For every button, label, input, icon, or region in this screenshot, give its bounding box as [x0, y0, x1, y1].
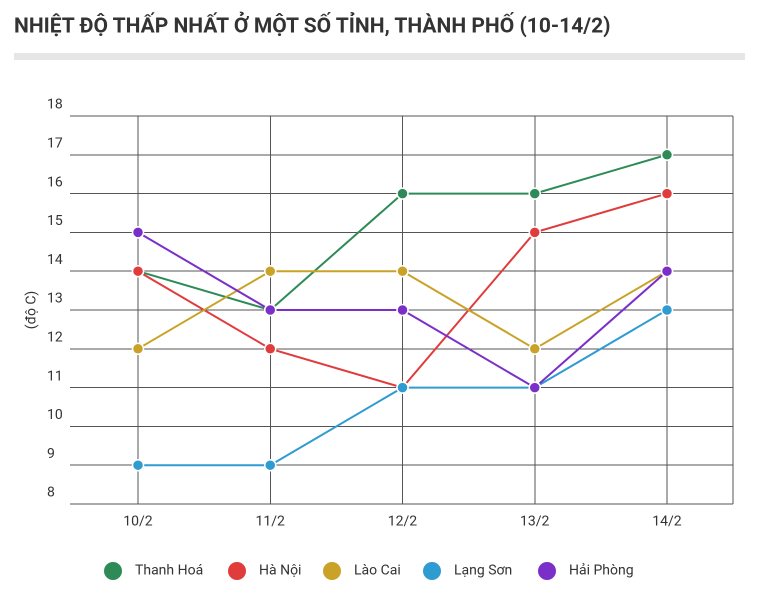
data-point	[528, 187, 541, 200]
y-axis-label: (độ C)	[24, 291, 40, 329]
legend-label: Lào Cai	[354, 563, 401, 579]
legend-marker	[538, 562, 556, 580]
data-point	[660, 264, 674, 278]
y-tick-label: 16	[47, 174, 63, 190]
data-point	[396, 303, 409, 317]
data-point	[131, 342, 145, 356]
data-point	[131, 226, 145, 239]
data-point	[528, 342, 541, 356]
legend-label: Hà Nội	[259, 563, 301, 579]
x-tick-label: 13/2	[520, 514, 550, 530]
data-point	[131, 458, 145, 472]
y-tick-label: 15	[47, 213, 63, 229]
legend-label: Thanh Hoá	[135, 563, 203, 579]
data-point	[396, 381, 409, 394]
y-tick-label: 9	[47, 446, 55, 462]
data-point	[660, 187, 674, 200]
title-underline	[14, 53, 745, 60]
y-tick-label: 14	[47, 252, 63, 268]
legend-marker	[228, 562, 246, 580]
y-tick-label: 18	[47, 97, 63, 113]
y-tick-label: 17	[47, 136, 63, 152]
legend-label: Lạng Sơn	[454, 563, 512, 579]
y-tick-label: 12	[47, 330, 63, 346]
data-point	[396, 187, 409, 200]
x-tick-label: 10/2	[123, 514, 153, 530]
y-tick-label: 13	[47, 291, 63, 307]
data-point	[264, 303, 277, 317]
data-point	[660, 148, 674, 162]
x-tick-label: 14/2	[652, 514, 682, 530]
chart-title: NHIỆT ĐỘ THẤP NHẤT Ở MỘT SỐ TỈNH, THÀNH …	[14, 12, 611, 39]
data-point	[131, 264, 145, 278]
legend-marker	[104, 562, 122, 580]
data-point	[660, 303, 674, 317]
y-tick-label: 11	[47, 368, 63, 384]
legend-label: Hải Phòng	[569, 563, 634, 579]
x-tick-label: 11/2	[256, 514, 286, 530]
data-point	[396, 264, 409, 278]
y-tick-label: 8	[47, 485, 55, 501]
x-tick-label: 12/2	[388, 514, 418, 530]
y-tick-label: 10	[47, 407, 63, 423]
data-point	[528, 226, 541, 239]
legend-marker	[423, 562, 441, 580]
data-point	[264, 458, 277, 472]
data-point	[264, 342, 277, 356]
data-point	[528, 381, 541, 394]
legend-marker	[323, 562, 341, 580]
data-point	[264, 264, 277, 278]
